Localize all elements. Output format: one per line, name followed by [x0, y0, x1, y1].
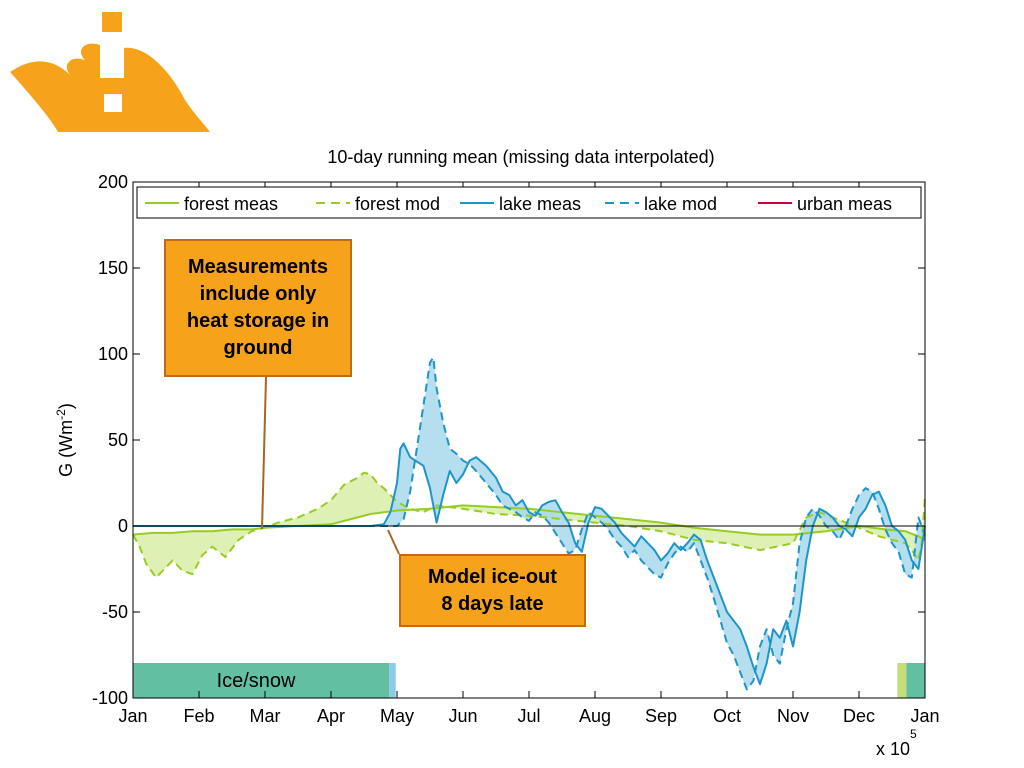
- y-axis-label-main: G (Wm: [56, 420, 76, 477]
- ice-cover-bar-2: [897, 663, 907, 698]
- series-line-forest-mod: [132, 471, 926, 579]
- y-axis-label: G (Wm-2): [54, 403, 76, 477]
- x-tick-label: Jun: [448, 706, 477, 726]
- x-tick-label: Jan: [910, 706, 939, 726]
- legend-entry: urban meas: [797, 194, 892, 214]
- series-line-forest-meas: [132, 504, 926, 541]
- x-tick-label: Dec: [843, 706, 875, 726]
- callout-measurements-pointer: [261, 376, 267, 530]
- university-logo: [10, 12, 210, 132]
- callout-measurements-text: Measurements include only heat storage i…: [186, 256, 330, 359]
- x-tick-label: Oct: [713, 706, 741, 726]
- x-multiplier-base: x 10: [876, 739, 910, 759]
- ice-cover-bar-1: [389, 663, 396, 698]
- ice-cover-bar-0: [133, 663, 390, 698]
- x-multiplier-exponent: 5: [910, 727, 917, 741]
- callout-ice-out-pointer: [387, 529, 400, 555]
- y-tick-label: 200: [98, 172, 128, 192]
- y-tick-label: -50: [102, 602, 128, 622]
- x-tick-label: Feb: [183, 706, 214, 726]
- x-tick-label: Nov: [777, 706, 809, 726]
- ice-cover-label: Ice/snow: [217, 670, 296, 692]
- y-tick-label: 100: [98, 344, 128, 364]
- forest-difference-fill: [133, 472, 925, 577]
- x-tick-label: Apr: [317, 706, 345, 726]
- x-tick-label: Mar: [250, 706, 281, 726]
- legend-entry: lake mod: [644, 194, 717, 214]
- legend-entry: forest mod: [355, 194, 440, 214]
- lake-difference-fill: [133, 359, 925, 690]
- y-tick-label: 50: [108, 430, 128, 450]
- x-tick-label: Jul: [517, 706, 540, 726]
- legend: forest meas forest mod lake meas lake mod ur…: [136, 186, 922, 219]
- legend-entry: forest meas: [184, 194, 278, 214]
- y-tick-label: -100: [92, 688, 128, 708]
- callout-ice-out: Model ice-out 8 days late: [399, 554, 586, 627]
- chart-title: 10-day running mean (missing data interp…: [327, 147, 714, 167]
- series-line-lake-meas: [133, 442, 926, 686]
- ice-cover-bar-3: [906, 663, 925, 698]
- y-tick-label: 150: [98, 258, 128, 278]
- flame-logo-icon: [10, 12, 210, 132]
- y-axis-label-sup: -2: [54, 409, 68, 420]
- callout-measurements: Measurements include only heat storage i…: [164, 239, 352, 377]
- x-tick-label: Jan: [118, 706, 147, 726]
- x-tick-label: Sep: [645, 706, 677, 726]
- x-tick-label: Aug: [579, 706, 611, 726]
- y-tick-label: 0: [118, 516, 128, 536]
- x-multiplier: x 105: [876, 727, 917, 759]
- series-line-lake-mod: [133, 356, 926, 691]
- y-axis-label-end: ): [56, 403, 76, 409]
- callout-ice-out-text: Model ice-out 8 days late: [428, 565, 557, 615]
- legend-entry: lake meas: [499, 194, 581, 214]
- x-tick-label: May: [380, 706, 414, 726]
